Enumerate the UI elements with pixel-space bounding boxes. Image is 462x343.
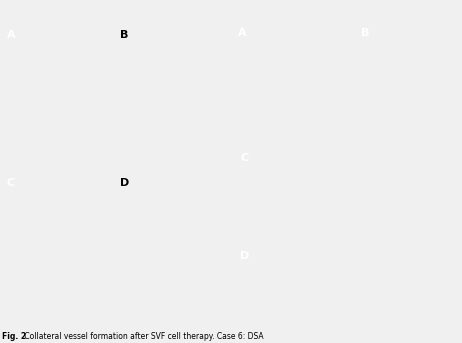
Text: A: A xyxy=(6,29,15,39)
Text: Collateral vessel formation after SVF cell therapy. Case 6: DSA: Collateral vessel formation after SVF ce… xyxy=(22,332,264,341)
Text: D: D xyxy=(240,251,249,261)
Text: Fig. 2: Fig. 2 xyxy=(2,332,26,341)
Text: B: B xyxy=(120,29,128,39)
Text: A: A xyxy=(238,28,247,38)
Text: C: C xyxy=(6,178,15,188)
Text: D: D xyxy=(120,178,129,188)
Text: B: B xyxy=(361,28,370,38)
Text: C: C xyxy=(240,153,248,163)
